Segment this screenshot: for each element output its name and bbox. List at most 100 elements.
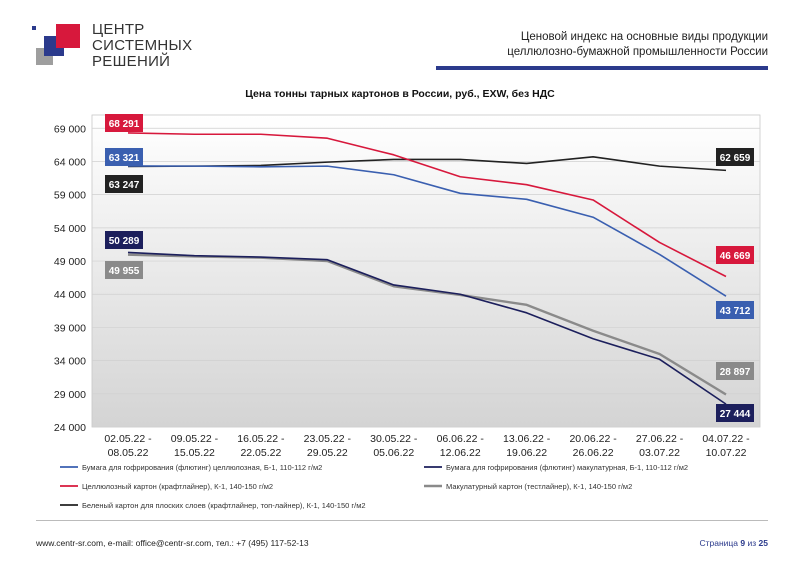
header-rule [436, 66, 768, 70]
data-label-box [716, 148, 754, 166]
data-label: 62 659 [716, 148, 754, 166]
logo-text: ЦЕНТР СИСТЕМНЫХ РЕШЕНИЙ [92, 22, 192, 70]
series-line [127, 165, 727, 297]
data-label: 28 897 [716, 362, 754, 380]
page-prefix: Страница [699, 538, 739, 548]
x-axis: 02.05.22 - 08.05.22 09.05.22 - 15.05.22 16.0… [104, 433, 750, 459]
legend-item: Макулатурный картон (тестлайнер), К-1, 1… [424, 482, 632, 491]
x-tick-label: 08.05.22 [108, 447, 149, 459]
data-label-text: 50 289 [109, 236, 140, 247]
x-tick-label: 29.05.22 [307, 447, 348, 459]
data-label-text: 28 897 [720, 367, 751, 378]
x-tick-label: 15.05.22 [174, 447, 215, 459]
legend-label: Бумага для гофрирования (флютинг) макула… [446, 463, 688, 472]
data-label-text: 43 712 [720, 306, 751, 317]
series-line [127, 251, 727, 405]
x-tick-label: 09.05.22 - [171, 433, 219, 445]
x-tick-label: 22.05.22 [240, 447, 281, 459]
x-tick-label: 16.05.22 - [237, 433, 285, 445]
logo-square-red [56, 24, 80, 48]
data-label-box [716, 246, 754, 264]
data-label: 68 291 [105, 114, 143, 132]
company-logo: ЦЕНТР СИСТЕМНЫХ РЕШЕНИЙ [30, 20, 192, 80]
x-tick-label: 05.06.22 [373, 447, 414, 459]
series-line [127, 132, 727, 278]
legend-item: Беленый картон для плоских слоев (крафтл… [60, 501, 366, 510]
data-label: 43 712 [716, 301, 754, 319]
data-label-box [716, 301, 754, 319]
y-tick-label: 64 000 [54, 156, 86, 168]
page-middle: из [747, 538, 757, 548]
data-label-text: 63 247 [109, 180, 140, 191]
data-label-box [716, 404, 754, 422]
footer-contacts: www.centr-sr.com, e-mail: office@centr-s… [36, 538, 309, 548]
grid-lines [92, 127, 760, 428]
data-label: 63 247 [105, 175, 143, 193]
x-tick-label: 30.05.22 - [370, 433, 418, 445]
y-tick-label: 49 000 [54, 256, 86, 268]
data-label: 50 289 [105, 231, 143, 249]
data-label-text: 63 321 [109, 153, 140, 164]
x-tick-label: 19.06.22 [506, 447, 547, 459]
data-label-box [105, 114, 143, 132]
y-tick-label: 34 000 [54, 356, 86, 368]
data-label-box [105, 175, 143, 193]
x-tick-label: 13.06.22 - [503, 433, 551, 445]
data-label: 46 669 [716, 246, 754, 264]
legend-label: Целлюлозный картон (крафтлайнер), К-1, 1… [82, 482, 273, 491]
logo-mark-icon [32, 24, 80, 65]
x-tick-label: 04.07.22 - [702, 433, 750, 445]
y-tick-label: 44 000 [54, 289, 86, 301]
x-tick-label: 27.06.22 - [636, 433, 684, 445]
legend-item: Бумага для гофрирования (флютинг) макула… [424, 463, 688, 472]
legend-label: Бумага для гофрирования (флютинг) целлюл… [82, 463, 322, 472]
report-title: Ценовой индекс на основные виды продукци… [507, 30, 768, 60]
y-tick-label: 24 000 [54, 422, 86, 434]
data-label-text: 27 444 [720, 409, 751, 420]
data-label: 63 321 [105, 148, 143, 166]
data-label-box [716, 362, 754, 380]
logo-line-1: ЦЕНТР [92, 21, 145, 38]
legend-label: Макулатурный картон (тестлайнер), К-1, 1… [446, 482, 632, 491]
x-tick-label: 03.07.22 [639, 447, 680, 459]
data-labels: 68 291 63 321 63 247 50 289 49 955 62 659 46 6… [105, 114, 754, 422]
data-label-text: 68 291 [109, 119, 140, 130]
y-tick-label: 29 000 [54, 389, 86, 401]
series-lines [127, 132, 727, 405]
data-label-text: 46 669 [720, 251, 751, 262]
legend-item: Бумага для гофрирования (флютинг) целлюл… [60, 463, 322, 472]
report-title-line-1: Ценовой индекс на основные виды продукци… [520, 31, 768, 43]
data-label-text: 62 659 [720, 153, 751, 164]
logo-dot [32, 26, 36, 30]
page-indicator: Страница 9 из 25 [699, 538, 768, 548]
x-tick-label: 26.06.22 [573, 447, 614, 459]
x-tick-label: 10.07.22 [706, 447, 747, 459]
y-tick-label: 69 000 [54, 123, 86, 135]
logo-line-3: РЕШЕНИЙ [92, 53, 171, 70]
report-title-line-2: целлюлозно-бумажной промышленности Росси… [507, 46, 768, 58]
data-label: 27 444 [716, 404, 754, 422]
legend: Бумага для гофрирования (флютинг) целлюл… [60, 463, 688, 510]
data-label-box [105, 148, 143, 166]
data-label-box [105, 261, 143, 279]
page-current: 9 [740, 538, 746, 548]
x-tick-label: 12.06.22 [440, 447, 481, 459]
x-tick-label: 02.05.22 - [104, 433, 152, 445]
y-tick-label: 54 000 [54, 223, 86, 235]
x-tick-label: 20.06.22 - [569, 433, 617, 445]
data-label-text: 49 955 [109, 266, 140, 277]
legend-item: Целлюлозный картон (крафтлайнер), К-1, 1… [60, 482, 273, 491]
y-tick-label: 59 000 [54, 190, 86, 202]
y-tick-label: 39 000 [54, 322, 86, 334]
x-tick-label: 06.06.22 - [437, 433, 485, 445]
page-total: 25 [758, 538, 768, 548]
x-tick-label: 23.05.22 - [304, 433, 352, 445]
data-label-box [105, 231, 143, 249]
footer-rule [36, 520, 768, 521]
chart-title: Цена тонны тарных картонов в России, руб… [245, 88, 555, 100]
data-label: 49 955 [105, 261, 143, 279]
logo-line-2: СИСТЕМНЫХ [92, 37, 193, 54]
y-axis: 24 000 29 000 34 000 39 000 44 000 49 000 54 0… [54, 123, 86, 434]
legend-label: Беленый картон для плоских слоев (крафтл… [82, 501, 366, 510]
